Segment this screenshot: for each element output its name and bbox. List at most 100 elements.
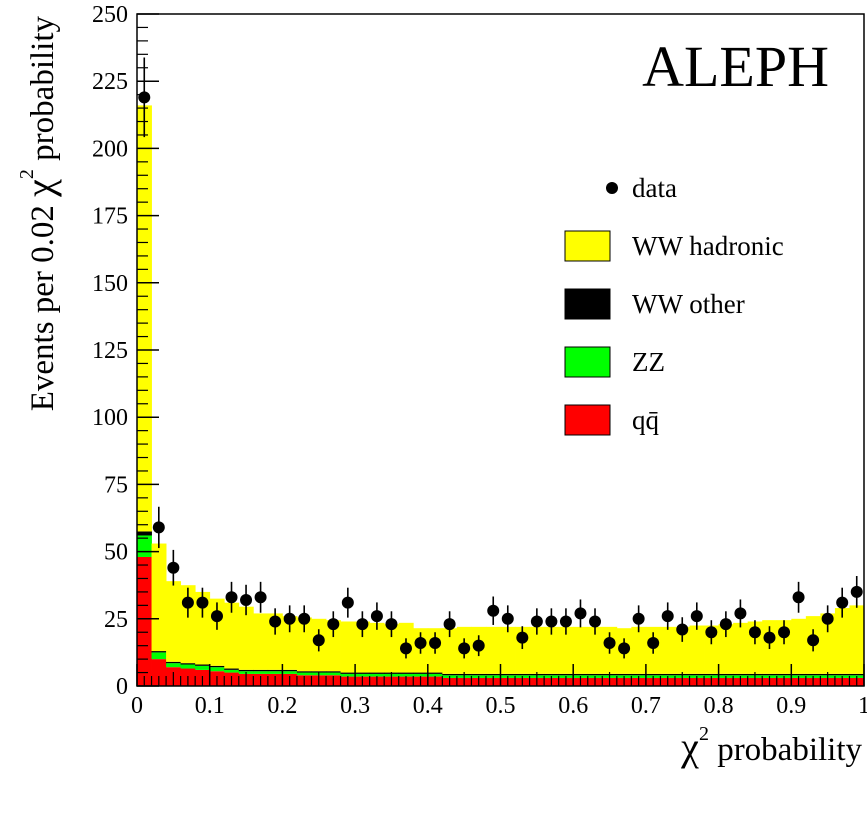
x-axis-title-text: probability	[709, 732, 863, 768]
data-point-2	[167, 561, 180, 574]
y-tick-label-4: 100	[92, 405, 128, 431]
legend-label-data: data	[632, 173, 677, 203]
data-point-26	[516, 631, 529, 644]
bar-zz-11	[296, 672, 312, 676]
bar-zz-13	[326, 672, 341, 676]
data-point-21	[443, 618, 456, 631]
bar-ww_hadronic-49	[849, 605, 865, 674]
bar-ww_other-5	[209, 665, 225, 668]
y-axis-title-text-rest: probability	[25, 16, 61, 170]
data-point-28	[545, 615, 558, 628]
bar-ww_other-0	[137, 531, 152, 536]
x-tick-label-2: 0.2	[267, 693, 297, 719]
x-tick-label-9: 0.9	[776, 693, 806, 719]
bar-ww_hadronic-7	[238, 606, 254, 670]
bar-ww_other-12	[311, 671, 327, 673]
bar-zz-5	[209, 667, 225, 672]
y-axis-title-sup: 2	[16, 169, 38, 179]
bar-ww_other-43	[762, 673, 778, 676]
bar-ww_hadronic-37	[674, 626, 690, 674]
x-axis-title-symbol: χ	[680, 724, 699, 769]
data-point-27	[530, 615, 543, 628]
bar-ww_hadronic-48	[834, 608, 850, 674]
data-point-35	[647, 636, 660, 649]
bar-ww_other-1	[151, 651, 167, 653]
bar-ww_hadronic-41	[733, 622, 749, 674]
bar-ww_other-10	[282, 669, 298, 672]
bar-zz-6	[224, 669, 240, 673]
bar-ww_other-49	[849, 673, 865, 676]
x-tick-label-8: 0.8	[704, 693, 734, 719]
bar-ww_hadronic-39	[704, 625, 719, 674]
bar-ww_hadronic-29	[558, 626, 574, 674]
bar-ww_other-8	[253, 669, 269, 672]
y-axis-title-text-pre: Events per 0.02	[25, 197, 61, 411]
y-tick-label-3: 75	[104, 472, 128, 498]
bar-ww_hadronic-31	[587, 626, 603, 674]
bar-ww_other-21	[442, 673, 458, 676]
bar-ww_other-34	[631, 673, 647, 676]
data-point-29	[559, 615, 572, 628]
bar-ww_other-31	[587, 673, 603, 676]
data-point-5	[210, 610, 223, 623]
bar-ww_other-20	[427, 672, 443, 674]
bar-ww_hadronic-11	[296, 617, 312, 672]
legend-swatch-zz	[564, 346, 611, 378]
data-point-43	[763, 631, 776, 644]
histogram-bars	[137, 105, 865, 686]
data-point-23	[472, 639, 485, 652]
bar-zz-8	[253, 671, 269, 674]
bar-ww_hadronic-34	[631, 626, 647, 674]
bar-ww_other-19	[413, 672, 429, 674]
legend-marker-data	[606, 182, 618, 194]
x-tick-label-3: 0.3	[340, 693, 370, 719]
data-point-42	[748, 626, 761, 639]
data-point-6	[225, 591, 238, 604]
data-point-9	[269, 615, 282, 628]
legend: data WW hadronic WW other ZZ qq̄	[564, 173, 784, 436]
bar-qq-1	[151, 659, 167, 686]
bar-ww_other-25	[500, 673, 516, 676]
bar-ww_other-41	[733, 673, 749, 676]
data-point-48	[836, 596, 849, 609]
bar-ww_other-7	[238, 669, 254, 672]
y-tick-label-2: 50	[104, 540, 128, 566]
bar-zz-4	[195, 665, 211, 670]
bar-zz-16	[369, 673, 385, 677]
bar-ww_other-40	[718, 673, 734, 676]
data-point-14	[341, 596, 354, 609]
y-tick-label-8: 200	[92, 136, 128, 162]
data-point-18	[399, 642, 412, 655]
data-point-12	[312, 634, 325, 647]
data-point-25	[501, 612, 514, 625]
bar-ww_other-45	[791, 673, 807, 676]
data-point-22	[458, 642, 471, 655]
bar-ww_hadronic-1	[151, 543, 167, 652]
bar-ww_hadronic-14	[340, 621, 356, 673]
bar-ww_hadronic-4	[195, 591, 211, 665]
bar-ww_hadronic-30	[573, 626, 589, 674]
data-point-32	[603, 636, 616, 649]
bar-ww_hadronic-0	[137, 105, 152, 532]
aleph-annotation: ALEPH	[642, 34, 829, 99]
data-point-47	[821, 612, 834, 625]
x-tick-label-7: 0.7	[631, 693, 661, 719]
legend-label-zz: ZZ	[632, 347, 665, 377]
bar-ww_hadronic-25	[500, 626, 516, 674]
data-point-19	[414, 636, 427, 649]
bar-ww_hadronic-38	[689, 625, 705, 674]
data-point-40	[719, 618, 732, 631]
legend-label-qq: qq̄	[632, 405, 660, 435]
bar-ww_other-38	[689, 673, 705, 676]
bar-zz-1	[151, 652, 167, 660]
x-tick-label-4: 0.4	[413, 693, 443, 719]
bar-ww_hadronic-6	[224, 602, 240, 669]
y-axis-title-symbol: χ	[17, 179, 62, 198]
data-point-8	[254, 591, 267, 604]
legend-label-ww_other: WW other	[632, 289, 745, 319]
bar-qq-0	[137, 556, 152, 686]
y-tick-label-0: 0	[116, 674, 128, 700]
x-tick-label-10: 1	[858, 693, 867, 719]
data-point-30	[574, 607, 587, 620]
y-tick-label-7: 175	[92, 204, 128, 230]
